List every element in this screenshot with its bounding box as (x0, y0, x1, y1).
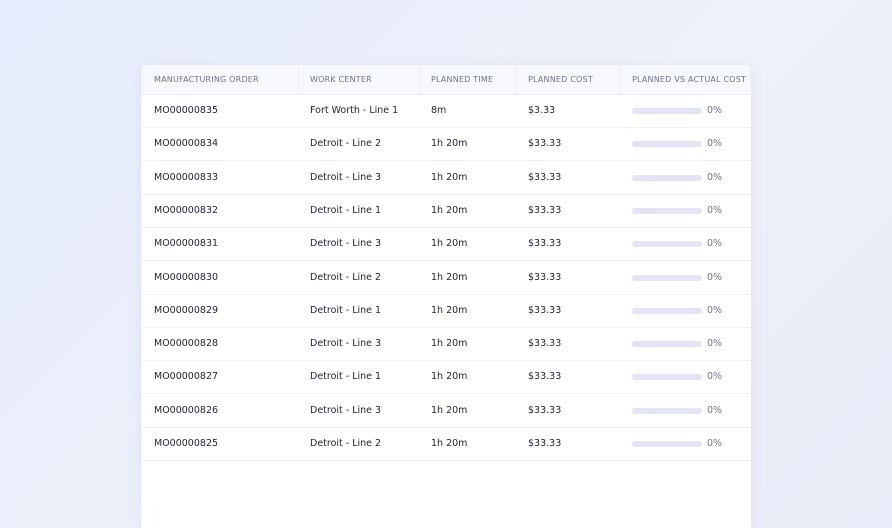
table-cell: Fort Worth - Line 1 (310, 105, 399, 116)
table-cell: 1h 20m (431, 138, 468, 150)
table-cell: 1h 20m (431, 438, 468, 449)
table-cell: 1h 20m (431, 271, 468, 283)
percent-label: 0% (707, 238, 723, 250)
table-cell: $33.33 (528, 138, 562, 150)
table-cell: Detroit - Line 3 (310, 171, 382, 183)
table-cell: 1h 20m (431, 404, 468, 416)
table-cell: $33.33 (528, 304, 562, 316)
table-cell: MO00000834 (154, 138, 219, 150)
progress-track (632, 274, 702, 281)
table-cell: MO00000833 (154, 171, 219, 183)
progress-track (632, 108, 702, 114)
table-cell: 1h 20m (431, 238, 468, 250)
percent-label: 0% (707, 171, 723, 183)
percent-label: 0% (707, 204, 723, 216)
table-cell: MO00000831 (154, 238, 219, 250)
table-row[interactable]: MO00000828 Detroit - Line 3 1h 20m $33.33 0% (141, 327, 751, 362)
table-cell: Detroit - Line 1 (310, 304, 382, 316)
table-row[interactable]: MO00000826 Detroit - Line 3 1h 20m $33.33 0% (141, 394, 751, 428)
table-cell: MO00000826 (154, 404, 219, 416)
table-cell: 1h 20m (431, 204, 468, 216)
table-row[interactable]: MO00000834 Detroit - Line 2 1h 20m $33.33 0% (141, 127, 751, 162)
table-cell: Detroit - Line 3 (310, 404, 382, 416)
table-cell: 1h 20m (431, 304, 468, 316)
progress-track (632, 374, 702, 381)
percent-label: 0% (707, 105, 723, 116)
table-cell: MO00000830 (154, 271, 219, 283)
table-cell: 1h 20m (431, 371, 468, 383)
table-cell: Detroit - Line 2 (310, 438, 382, 449)
table-cell: $33.33 (528, 171, 562, 183)
table-cell: 8m (431, 105, 447, 116)
percent-label: 0% (707, 438, 723, 449)
progress-track (632, 341, 702, 348)
progress-track (632, 407, 702, 414)
table-cell: MO00000825 (154, 438, 219, 449)
column-header[interactable]: PLANNED VS ACTUAL COST (632, 75, 747, 84)
table-cell: MO00000832 (154, 204, 219, 216)
percent-label: 0% (707, 371, 723, 383)
table-cell: $33.33 (528, 238, 562, 250)
table-cell: Detroit - Line 3 (310, 238, 382, 250)
column-header[interactable]: MANUFACTURING ORDER (154, 75, 259, 84)
table-cell: Detroit - Line 3 (310, 338, 382, 350)
table-cell: Detroit - Line 2 (310, 271, 382, 283)
percent-label: 0% (707, 338, 723, 350)
table-cell: $3.33 (528, 105, 556, 116)
progress-track (632, 241, 702, 248)
table-cell: $33.33 (528, 404, 562, 416)
column-header[interactable]: PLANNED TIME (431, 75, 494, 84)
percent-label: 0% (707, 271, 723, 283)
table-cell: Detroit - Line 1 (310, 204, 382, 216)
table-cell: MO00000835 (154, 105, 219, 116)
column-separator (298, 65, 299, 94)
progress-track (632, 141, 702, 148)
table-row[interactable]: MO00000835 Fort Worth - Line 1 8m $3.33 0% (141, 94, 751, 128)
table-cell: $33.33 (528, 438, 562, 449)
table-cell: $33.33 (528, 204, 562, 216)
table-card: MANUFACTURING ORDER WORK CENTER PLANNED TI… (141, 65, 751, 528)
table-cell: MO00000829 (154, 304, 219, 316)
table-row[interactable]: MO00000829 Detroit - Line 1 1h 20m $33.33 0% (141, 294, 751, 328)
percent-label: 0% (707, 304, 723, 316)
table-row[interactable]: MO00000830 Detroit - Line 2 1h 20m $33.33 0% (141, 261, 751, 295)
table-cell: Detroit - Line 1 (310, 371, 382, 383)
table-row[interactable]: MO00000831 Detroit - Line 3 1h 20m $33.33 0% (141, 227, 751, 262)
progress-track (632, 174, 702, 181)
table-cell: $33.33 (528, 371, 562, 383)
progress-track (632, 207, 702, 214)
column-separator (516, 65, 517, 94)
column-header[interactable]: PLANNED COST (528, 75, 593, 84)
table-cell: MO00000828 (154, 338, 219, 350)
table-cell: Detroit - Line 2 (310, 138, 382, 150)
table-cell: 1h 20m (431, 171, 468, 183)
table-row[interactable]: MO00000825 Detroit - Line 2 1h 20m $33.33 0% (141, 427, 751, 461)
table-cell: $33.33 (528, 338, 562, 350)
progress-track (632, 441, 702, 447)
table-row[interactable]: MO00000827 Detroit - Line 1 1h 20m $33.33 0% (141, 360, 751, 395)
table-cell: MO00000827 (154, 371, 219, 383)
progress-track (632, 307, 702, 314)
percent-label: 0% (707, 404, 723, 416)
table-row[interactable]: MO00000833 Detroit - Line 3 1h 20m $33.33 0% (141, 161, 751, 195)
table-cell: 1h 20m (431, 338, 468, 350)
table-header: MANUFACTURING ORDER WORK CENTER PLANNED TI… (141, 65, 751, 95)
table-row[interactable]: MO00000832 Detroit - Line 1 1h 20m $33.33 0% (141, 194, 751, 228)
table-cell: $33.33 (528, 271, 562, 283)
column-header[interactable]: WORK CENTER (310, 75, 372, 84)
column-separator (419, 65, 420, 94)
percent-label: 0% (707, 138, 723, 150)
column-separator (620, 65, 621, 94)
